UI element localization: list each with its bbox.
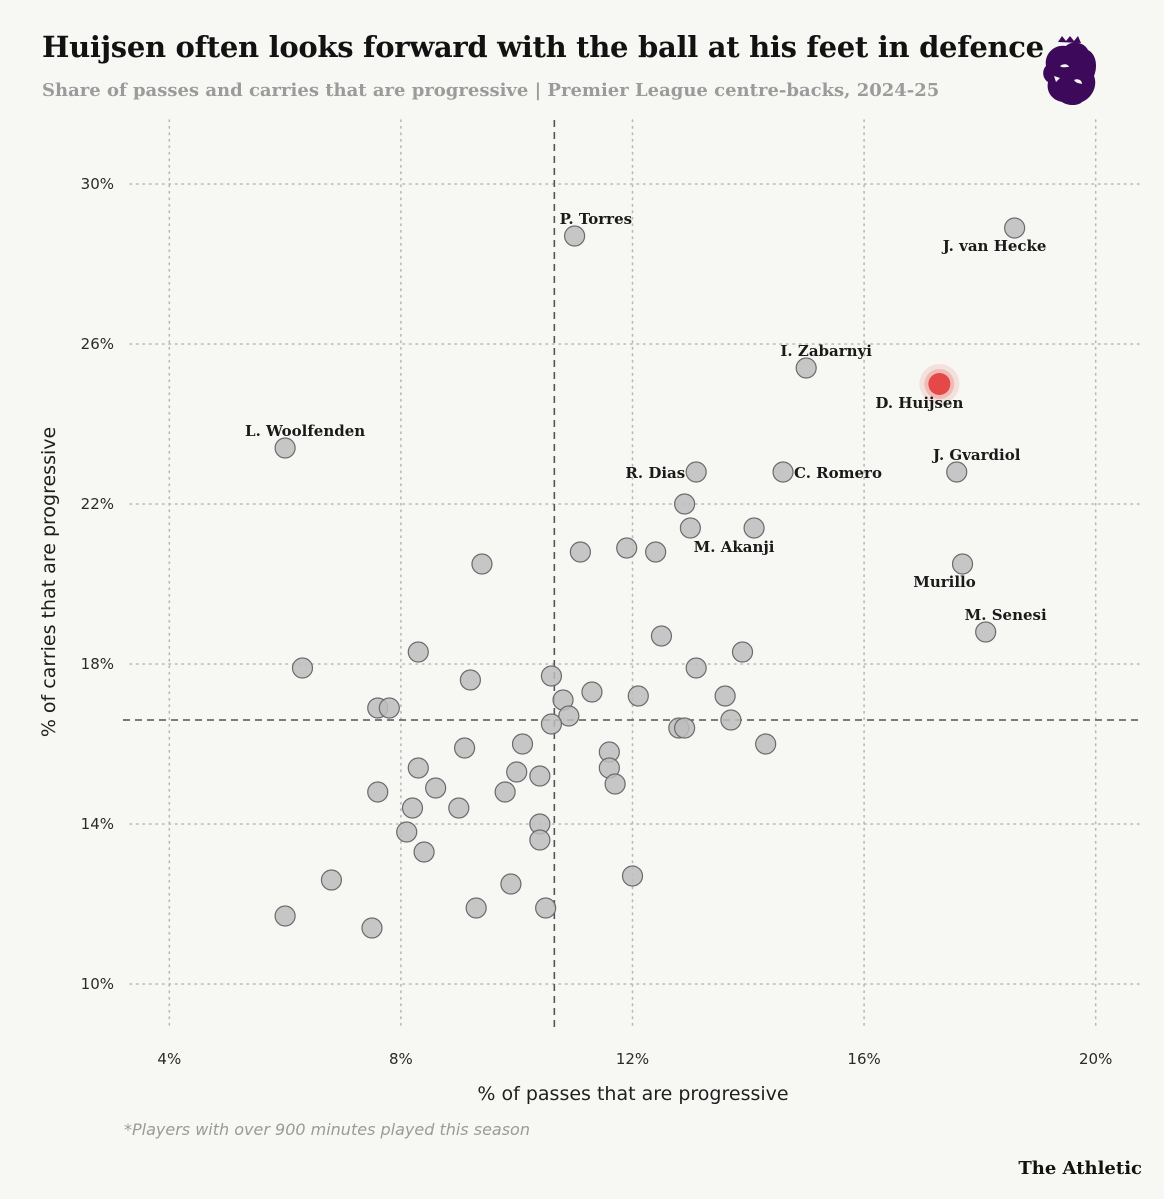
data-point (471, 553, 493, 575)
data-point-labeled (564, 225, 586, 247)
data-point-labeled (795, 357, 817, 379)
data-point (494, 781, 516, 803)
data-point (401, 797, 424, 819)
x-tick-label: 4% (157, 1050, 181, 1068)
point-label: L. Woolfenden (245, 422, 365, 440)
highlight-point (928, 373, 951, 395)
y-tick-label: 14% (81, 815, 114, 833)
point-label: Murillo (913, 573, 976, 591)
data-point (720, 709, 742, 731)
data-point (581, 681, 603, 703)
data-point (714, 685, 736, 707)
grid (129, 119, 1143, 1031)
data-point (650, 625, 673, 647)
data-point-labeled (685, 461, 707, 483)
point-label: M. Senesi (965, 606, 1047, 624)
data-point-labeled (951, 553, 974, 575)
point-label: C. Romero (794, 464, 882, 482)
data-point (755, 733, 777, 755)
point-label: I. Zabarnyi (780, 342, 872, 360)
data-point (529, 829, 551, 851)
point-label: J. Gvardiol (931, 446, 1021, 464)
brand-logo-text: The Athletic (1018, 1158, 1142, 1179)
data-point (407, 757, 429, 779)
point-label: R. Dias (625, 464, 685, 482)
y-axis-label: % of carries that are progressive (38, 427, 60, 737)
data-point-labeled (772, 461, 794, 483)
data-point-labeled (743, 517, 765, 539)
data-point (645, 541, 667, 563)
data-point (506, 761, 528, 783)
data-point (731, 641, 754, 663)
data-point (627, 685, 649, 707)
y-axis-ticks: 10% 14% 18% 22% 26% 30% (81, 175, 114, 993)
data-point (361, 917, 383, 939)
data-point-labeled (1004, 217, 1026, 239)
x-tick-label: 16% (847, 1050, 880, 1068)
x-tick-label: 8% (389, 1050, 413, 1068)
y-tick-label: 18% (81, 655, 114, 673)
chart-subtitle: Share of passes and carries that are pro… (42, 80, 940, 101)
data-point (540, 665, 563, 687)
data-point (407, 641, 429, 663)
data-point (569, 541, 591, 563)
data-point (616, 537, 638, 559)
x-tick-label: 12% (616, 1050, 649, 1068)
data-point (674, 493, 696, 515)
data-point (465, 897, 487, 919)
premier-league-lion-icon (1043, 36, 1096, 105)
data-point (367, 781, 389, 803)
data-point (558, 705, 580, 727)
data-point (425, 777, 447, 799)
data-point (685, 657, 707, 679)
data-point (674, 717, 696, 739)
footnote: *Players with over 900 minutes played th… (124, 1120, 530, 1139)
x-axis-ticks: 4% 8% 12% 16% 20% (157, 1050, 1112, 1068)
data-point (604, 773, 626, 795)
data-points (274, 217, 1026, 939)
data-point-labeled (274, 437, 296, 459)
data-point (679, 517, 701, 539)
data-point (459, 669, 481, 691)
point-labels: P. Torres J. van Hecke I. Zabarnyi L. Woolf… (245, 210, 1047, 624)
y-tick-label: 22% (81, 495, 114, 513)
data-point (540, 713, 563, 735)
data-point (274, 905, 296, 927)
data-point (448, 797, 470, 819)
point-label: J. van Hecke (941, 237, 1047, 255)
y-tick-label: 10% (81, 975, 114, 993)
point-label: M. Akanji (694, 538, 775, 556)
data-point (453, 737, 476, 759)
data-point-labeled (946, 461, 968, 483)
data-point (535, 897, 557, 919)
x-axis-label: % of passes that are progressive (477, 1083, 788, 1105)
data-point (291, 657, 314, 679)
data-point (500, 873, 522, 895)
x-tick-label: 20% (1079, 1050, 1112, 1068)
data-point (621, 865, 644, 887)
y-tick-label: 26% (81, 335, 114, 353)
data-point (413, 841, 435, 863)
median-reference-lines (123, 120, 1142, 1030)
data-point (396, 821, 418, 843)
data-point (511, 733, 534, 755)
data-point (529, 765, 551, 787)
data-point (378, 697, 400, 719)
data-point (320, 869, 343, 891)
point-label: D. Huijsen (875, 394, 963, 412)
y-tick-label: 30% (81, 175, 114, 193)
point-label: P. Torres (560, 210, 632, 228)
data-point-labeled (975, 621, 997, 643)
chart-title: Huijsen often looks forward with the bal… (42, 30, 1044, 64)
